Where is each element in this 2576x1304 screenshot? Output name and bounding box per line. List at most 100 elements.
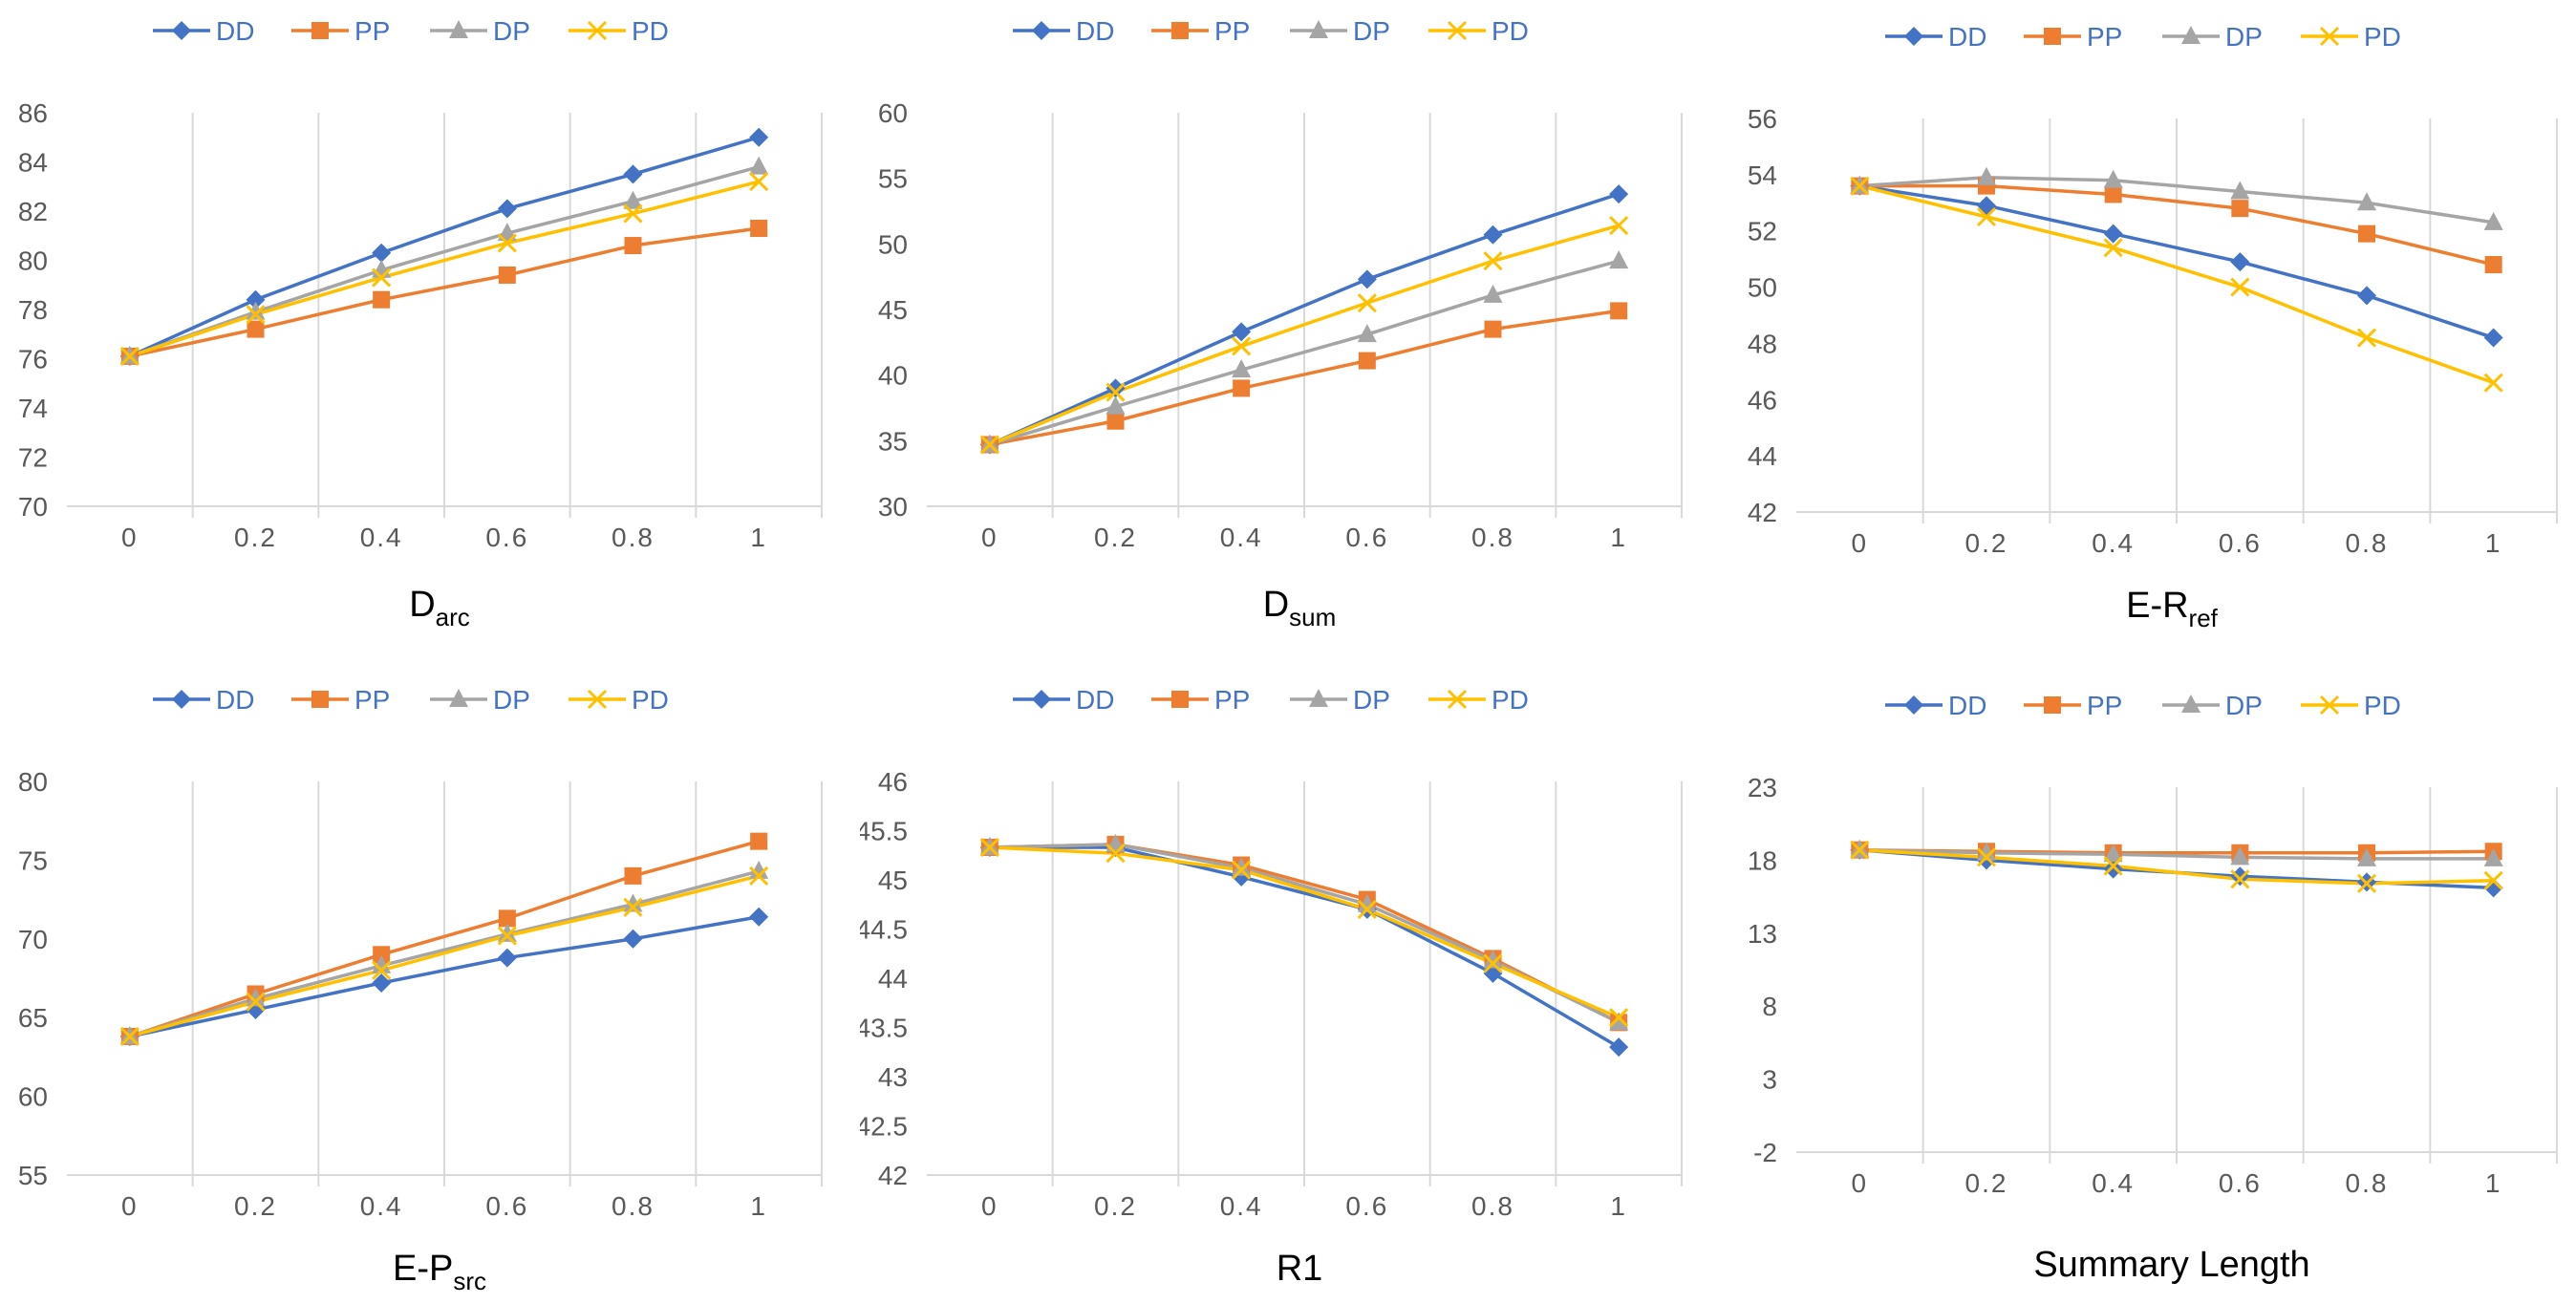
y-tick-label: 72 xyxy=(18,443,48,473)
data-point-dd xyxy=(2483,328,2503,348)
legend-marker-pp xyxy=(1171,22,1189,39)
legend-label-dp: DP xyxy=(1353,685,1390,715)
data-point-dd xyxy=(1357,269,1377,289)
chart-title: E-Psrc xyxy=(393,1249,486,1295)
chart-d-arc: 70 72 74 76 78 80 82 84 86 0 0.2 0.4 0.6 0.8 1 DD PP DP PD… xyxy=(0,0,841,650)
series-line-pd xyxy=(129,874,760,1038)
legend-label-dp: DP xyxy=(493,685,530,715)
series-line-pd xyxy=(989,224,1620,447)
data-point-pp xyxy=(2358,224,2375,243)
data-point-pd xyxy=(1232,336,1252,356)
y-tick-label: 70 xyxy=(18,925,48,954)
y-tick-label: 8 xyxy=(1762,992,1777,1021)
series-line-dp xyxy=(129,869,760,1038)
data-point-pp xyxy=(2484,256,2502,274)
chart-svg: 55 60 65 70 75 80 0 0.2 0.4 0.6 0.8 1 DD PP DP PD E-Psrc xyxy=(18,685,823,1295)
x-tick-label: 0.8 xyxy=(1471,1191,1514,1221)
series-line-dp xyxy=(989,259,1620,447)
data-point-pd xyxy=(2230,869,2250,889)
data-point-dd xyxy=(1609,184,1629,204)
data-point-pd xyxy=(749,172,769,192)
legend-label-pd: PD xyxy=(2364,22,2401,52)
legend-marker-dd xyxy=(1032,690,1051,709)
data-point-pd xyxy=(2356,873,2377,893)
series-line-pp xyxy=(1859,183,2495,267)
series-line-pd xyxy=(1859,847,2494,886)
data-point-pd xyxy=(246,992,266,1012)
data-point-pp xyxy=(1358,352,1376,370)
legend-marker-pp xyxy=(311,22,329,39)
data-point-dp xyxy=(2357,847,2376,866)
data-point-dp xyxy=(372,954,392,973)
data-point-dd xyxy=(1106,378,1126,398)
data-point-pd xyxy=(497,233,517,253)
data-point-pp xyxy=(373,290,391,309)
x-tick-label: 0.6 xyxy=(485,1191,528,1221)
legend-marker-pp xyxy=(1171,691,1189,708)
data-point-pp xyxy=(624,237,642,255)
legend-marker-dd xyxy=(1904,695,1923,715)
data-point-pp xyxy=(373,946,391,964)
data-point-pd xyxy=(2103,856,2123,876)
chart-svg: 42 44 46 48 50 52 54 56 0 0.2 0.4 0.6 0.8 1 DD PP DP PD E-… xyxy=(1748,22,2558,632)
y-tick-label: 52 xyxy=(1748,217,1777,246)
data-point-pd xyxy=(1976,206,1997,227)
legend-marker-pd xyxy=(587,20,608,41)
data-point-pp xyxy=(750,220,768,238)
legend-label-dd: DD xyxy=(1076,685,1114,715)
data-point-dd xyxy=(1483,963,1503,983)
legend-label-dd: DD xyxy=(216,16,254,46)
data-point-dp xyxy=(1483,284,1503,303)
data-point-pp xyxy=(1484,320,1502,338)
y-tick-label: 50 xyxy=(1748,273,1777,303)
legend-marker-pp xyxy=(2044,28,2061,45)
data-point-pd xyxy=(372,960,392,980)
y-tick-label: 48 xyxy=(1748,329,1777,358)
data-point-pd xyxy=(1850,840,1870,860)
data-point-pd xyxy=(1483,251,1503,271)
y-tick-label: 82 xyxy=(18,197,48,226)
series-line-pd xyxy=(129,180,760,358)
data-point-pd xyxy=(1357,899,1377,919)
chart-title: Darc xyxy=(409,585,470,631)
chart-svg: 42 42.5 43 43.5 44 44.5 45 45.5 46 0 0.2 0.4 0.6 0.8 1… xyxy=(856,685,1683,1289)
y-tick-label: 60 xyxy=(878,98,908,128)
x-tick-label: 0.8 xyxy=(1471,523,1514,552)
x-tick-label: 0.4 xyxy=(360,523,403,552)
x-tick-label: 0.2 xyxy=(1094,523,1137,552)
data-point-pd xyxy=(979,435,999,455)
chart-title: Dsum xyxy=(1263,585,1337,631)
data-point-pd xyxy=(749,866,769,886)
x-tick-label: 0 xyxy=(1852,528,1869,558)
series-line-dd xyxy=(1859,183,2495,340)
x-tick-label: 0 xyxy=(981,523,998,552)
legend-label-pd: PD xyxy=(1492,685,1529,715)
chart-title: Summary Length xyxy=(2033,1245,2309,1285)
y-tick-label: 80 xyxy=(18,767,48,797)
legend-marker-pp xyxy=(311,691,329,708)
data-point-pd xyxy=(1850,176,1870,196)
series-line-pp xyxy=(129,226,760,358)
x-tick-label: 0.2 xyxy=(234,1191,277,1221)
x-tick-label: 0.8 xyxy=(2346,1168,2389,1198)
chart-r1: 42 42.5 43 43.5 44 44.5 45 45.5 46 0 0.2 0.4 0.6 0.8 1… xyxy=(856,669,1701,1299)
data-point-pd xyxy=(2356,328,2377,348)
data-point-dd xyxy=(623,929,643,949)
x-tick-label: 0.2 xyxy=(234,523,277,552)
data-point-dd xyxy=(2103,859,2123,879)
chart-title: R1 xyxy=(1277,1249,1323,1289)
data-point-pd xyxy=(372,267,392,288)
y-tick-label: 55 xyxy=(878,164,908,194)
data-point-pp xyxy=(1233,379,1251,397)
series-line-dd xyxy=(129,136,760,358)
data-point-dd xyxy=(497,948,517,968)
x-tick-label: 1 xyxy=(2485,528,2502,558)
data-point-dd xyxy=(2230,252,2250,272)
data-point-dp xyxy=(749,860,769,879)
legend-marker-dd xyxy=(172,21,191,40)
legend-label-pd: PD xyxy=(632,685,669,715)
x-tick-label: 0.2 xyxy=(1094,1191,1137,1221)
data-point-pp xyxy=(2104,185,2122,203)
y-tick-label: 42 xyxy=(878,1161,908,1190)
y-tick-label: 30 xyxy=(878,492,908,522)
